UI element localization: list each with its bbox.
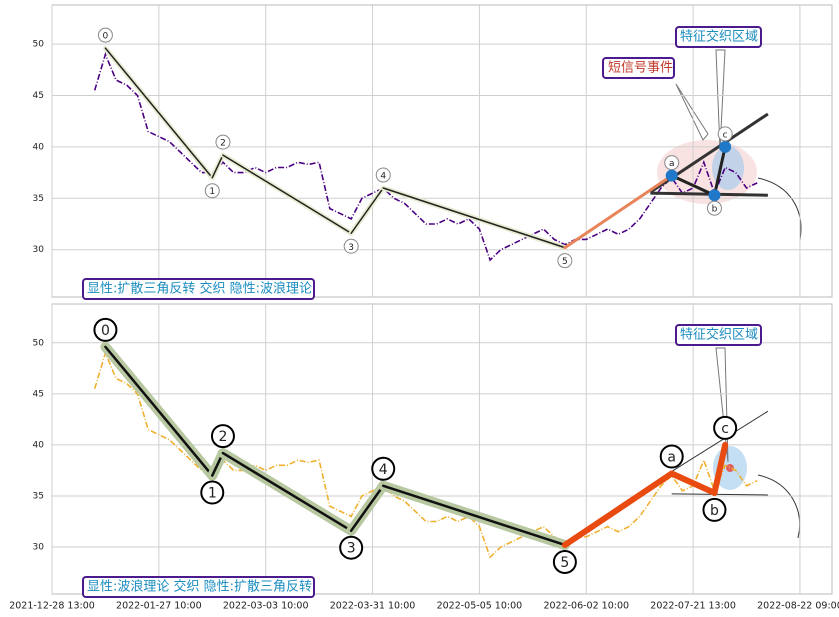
wave-segment (211, 154, 224, 179)
wave-label-ring (706, 200, 722, 216)
callout: 特征交织区域 (680, 29, 758, 45)
wave-segment (668, 470, 718, 496)
wave-label-ring (713, 415, 738, 440)
wave-label: a (667, 450, 676, 466)
wave-segment (561, 470, 675, 548)
x-tick-label: 2022-03-03 10:00 (223, 601, 309, 612)
wave-label-ring (93, 317, 118, 342)
wave-label: 0 (101, 323, 110, 339)
wave-segment (381, 484, 567, 547)
callout-arrow (715, 49, 726, 151)
y-tick-label: 35 (33, 491, 44, 501)
triangle-line (671, 410, 769, 472)
wave-label-ring (343, 238, 359, 254)
wave-label-ring (717, 126, 733, 142)
wave-label: 2 (218, 429, 227, 445)
projection-arrow (757, 474, 801, 539)
y-tick-label: 40 (33, 142, 45, 152)
wave-label: 0 (103, 32, 109, 42)
projection-arrow (757, 177, 802, 241)
callout-arrow (675, 83, 709, 141)
wave-label: c (721, 421, 729, 437)
wave-segment (104, 47, 214, 179)
y-tick-label: 30 (33, 245, 45, 255)
wave-point (708, 189, 721, 202)
wave-label-ring (702, 497, 727, 522)
x-tick-label: 2022-06-02 10:00 (543, 601, 629, 612)
callout-box (675, 324, 762, 346)
wave-point (665, 169, 678, 182)
annotation-box (82, 278, 315, 300)
wave-segment (222, 154, 352, 235)
x-tick-label: 2022-01-27 10:00 (116, 601, 202, 612)
panel-frame (51, 303, 833, 595)
wave-label-ring (210, 424, 235, 449)
callout-box (675, 26, 762, 48)
x-tick-label: 2022-08-22 09:00 (757, 601, 839, 612)
wave-label-ring (97, 27, 113, 43)
callout-box (602, 57, 675, 79)
wave-label-ring (204, 183, 220, 199)
callout: 短信号事件 (608, 61, 673, 76)
y-tick-label: 45 (33, 389, 44, 399)
wave-segment (349, 484, 385, 532)
y-tick-label: 50 (33, 40, 45, 50)
wave-point (719, 140, 732, 153)
wave-label-ring (200, 480, 225, 505)
wave-label: 1 (208, 486, 217, 502)
wave-label: c (723, 130, 728, 140)
wave-label: 3 (347, 541, 356, 557)
wave-label: 3 (348, 243, 354, 253)
wave-label: 2 (220, 139, 226, 149)
wave-label: 4 (379, 462, 388, 478)
annotation: 显性:扩散三角反转 交织 隐性:波浪理论 (87, 281, 312, 297)
x-tick-label: 2021-12-28 13:00 (9, 601, 95, 612)
annotation: 显性:波浪理论 交织 隐性:扩散三角反转 (87, 579, 312, 595)
wave-label-ring (557, 253, 573, 269)
wave-label: 5 (560, 555, 569, 571)
wave-label-ring (375, 167, 391, 183)
wave-segment (712, 145, 727, 197)
wave-segment (104, 345, 214, 477)
wave-segment (382, 187, 566, 249)
y-tick-label: 50 (33, 338, 45, 348)
annotation-box (82, 576, 315, 598)
wave-label-ring (215, 134, 231, 150)
wave-label-ring (659, 444, 684, 469)
wave-segment (221, 451, 353, 532)
wave-label: b (712, 205, 718, 215)
wave-segment (350, 187, 384, 235)
wave-label: b (710, 503, 719, 519)
wave-label-ring (339, 535, 364, 560)
wave-label: a (669, 159, 675, 169)
x-tick-label: 2022-03-31 10:00 (330, 601, 416, 612)
wave-label: 1 (209, 187, 215, 197)
x-tick-label: 2022-07-21 13:00 (650, 601, 736, 612)
wave-label-ring (552, 549, 577, 574)
y-tick-label: 35 (33, 194, 44, 204)
wave-label: 4 (380, 172, 386, 182)
x-tick-label: 2022-05-05 10:00 (437, 601, 523, 612)
wave-label-ring (664, 155, 680, 171)
wave-label: 5 (562, 257, 568, 267)
triangle-line (671, 493, 768, 496)
y-tick-label: 45 (33, 91, 44, 101)
region-dot (726, 464, 734, 472)
wave-segment (563, 174, 674, 250)
wave-segment (670, 174, 716, 197)
wave-label-ring (371, 456, 396, 481)
wave-segment (711, 441, 729, 496)
plot-layer: 3035404550012345abc30354045502021-12-28 … (9, 5, 839, 612)
callout: 特征交织区域 (680, 327, 758, 343)
y-tick-label: 40 (33, 440, 45, 450)
y-tick-label: 30 (33, 543, 45, 553)
